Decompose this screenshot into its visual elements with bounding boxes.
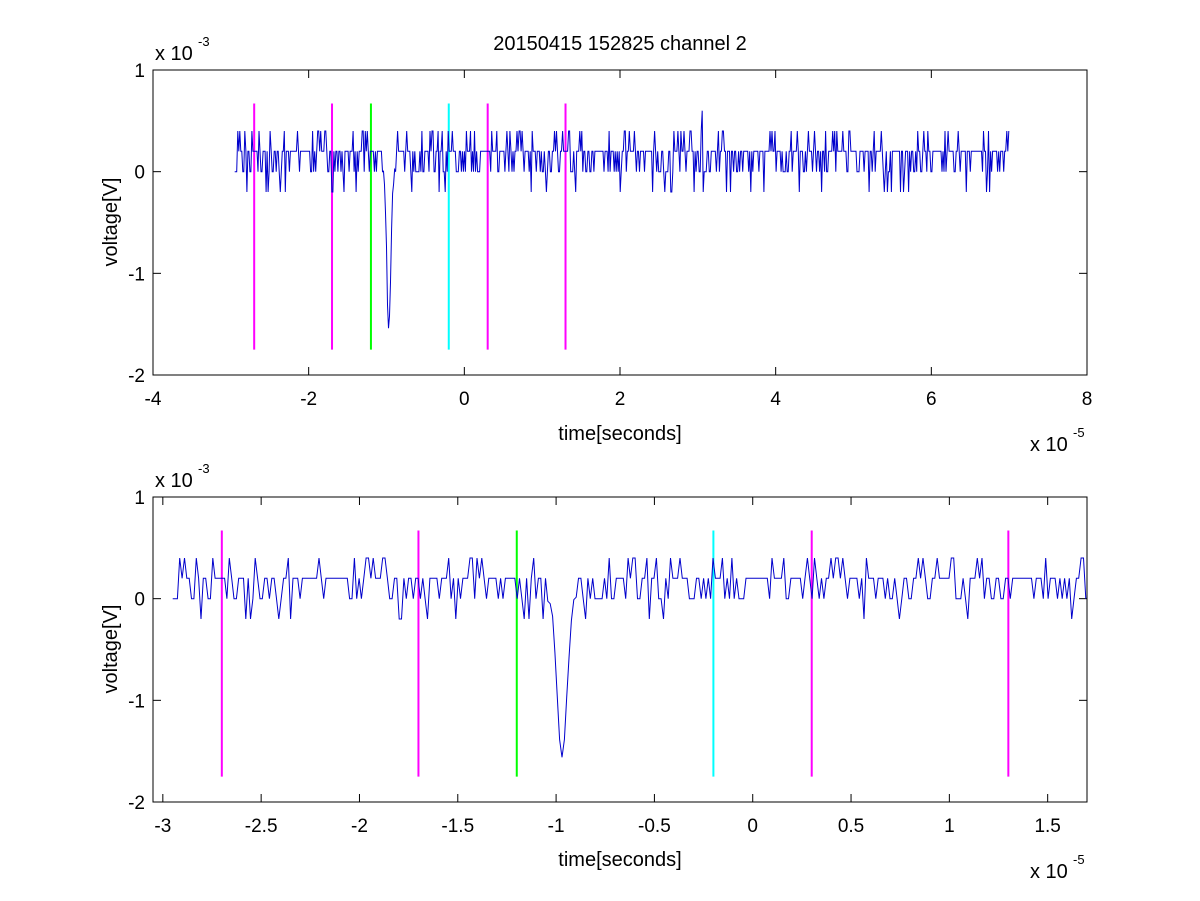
x-tick-label: 0 xyxy=(747,816,758,837)
bottom-x-scale: x 10 -5 xyxy=(1030,852,1085,883)
y-tick-label: -1 xyxy=(128,691,145,712)
x-tick-label: -2 xyxy=(351,816,368,837)
x-tick-label: -4 xyxy=(145,389,162,410)
x-tick-label: 1.5 xyxy=(1034,816,1060,837)
x-tick-label: 4 xyxy=(770,389,781,410)
bottom-x-scale-exponent: -5 xyxy=(1073,852,1085,867)
x-tick-label: -0.5 xyxy=(638,816,671,837)
y-tick-label: -2 xyxy=(128,366,145,387)
bottom-y-scale-base: x 10 xyxy=(155,470,193,492)
y-tick-label: 0 xyxy=(134,163,145,184)
top-markers xyxy=(253,103,567,350)
x-tick-label: 8 xyxy=(1082,389,1093,410)
y-tick-label: 1 xyxy=(134,488,145,509)
bottom-x-scale-base: x 10 xyxy=(1030,861,1068,883)
top-x-scale: x 10 -5 xyxy=(1030,425,1085,456)
y-tick-label: -1 xyxy=(128,264,145,285)
x-tick-label: -2 xyxy=(300,389,317,410)
top-x-scale-base: x 10 xyxy=(1030,434,1068,456)
top-plot: 20150415 152825 channel 2 -4 -2 0 2 4 6 8-2-10… xyxy=(100,33,1092,456)
bottom-plot: -3 -2.5 -2 -1.5 -1 -0.5 0 0.5 1 1.5 -2 -1 0 1 x 10 -3… xyxy=(100,461,1088,883)
top-y-scale: x 10 -3 xyxy=(155,34,210,65)
bottom-axes-box xyxy=(152,496,1088,803)
y-tick-label: 0 xyxy=(134,590,145,611)
x-tick-label: 2 xyxy=(615,389,626,410)
top-signal-line xyxy=(234,110,1010,329)
top-axes-box xyxy=(152,69,1088,376)
y-tick-label: 1 xyxy=(134,61,145,82)
top-y-scale-base: x 10 xyxy=(155,43,193,65)
bottom-x-axis-label: time[seconds] xyxy=(558,849,681,871)
top-x-scale-exponent: -5 xyxy=(1073,425,1085,440)
x-tick-label: 1 xyxy=(944,816,955,837)
bottom-ticks: -3 -2.5 -2 -1.5 -1 -0.5 0 0.5 1 1.5 -2 -1 0 1 xyxy=(128,488,1087,837)
top-x-axis-label: time[seconds] xyxy=(558,423,681,445)
x-tick-label: -3 xyxy=(154,816,171,837)
bottom-y-axis-label: voltage[V] xyxy=(100,605,122,694)
x-tick-label: 6 xyxy=(926,389,937,410)
x-tick-label: -1 xyxy=(548,816,565,837)
bottom-y-scale: x 10 -3 xyxy=(155,461,210,492)
bottom-markers xyxy=(220,530,1010,777)
x-tick-label: -1.5 xyxy=(441,816,474,837)
top-y-axis-label: voltage[V] xyxy=(100,178,122,267)
x-tick-label: 0.5 xyxy=(838,816,864,837)
x-tick-label: 0 xyxy=(459,389,470,410)
bottom-signal-line xyxy=(172,557,1087,758)
top-y-scale-exponent: -3 xyxy=(198,34,210,49)
top-ticks: -4 -2 0 2 4 6 8-2-101 xyxy=(128,61,1092,410)
x-tick-label: -2.5 xyxy=(245,816,278,837)
y-tick-label: -2 xyxy=(128,793,145,814)
chart-title: 20150415 152825 channel 2 xyxy=(493,33,747,55)
bottom-y-scale-exponent: -3 xyxy=(198,461,210,476)
